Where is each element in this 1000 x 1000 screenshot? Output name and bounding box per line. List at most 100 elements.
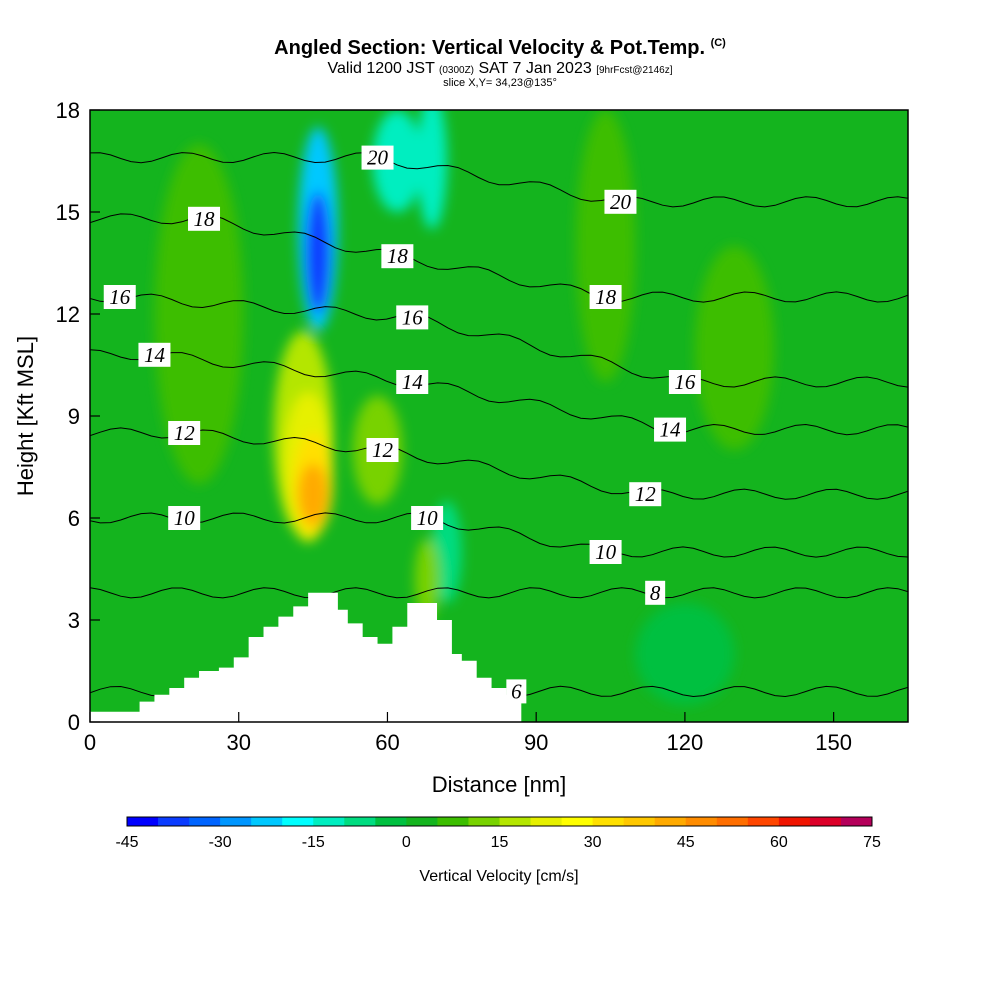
colorbar-tick-label: -15 [302,834,325,851]
colorbar-segment [313,817,345,826]
colorbar-segment [530,817,563,826]
colorbar-segment [716,817,749,826]
colorbar-segment [375,817,407,826]
contour-label-box [654,417,687,442]
velocity-cell [372,110,423,212]
valid-utc: (0300Z) [439,65,475,76]
contour-label: 10 [174,506,196,530]
contour-label-box [629,482,662,507]
contour-label: 10 [417,506,439,530]
y-tick-label: 18 [56,98,80,123]
colorbar-segment [282,817,314,826]
contour-line-8 [90,587,908,599]
velocity-cell [298,463,328,525]
velocity-cells [154,110,775,705]
colorbar-segment [251,817,283,826]
colorbar-segment [437,817,469,826]
y-tick-label: 3 [68,608,80,633]
contour-label-box [645,580,666,605]
colorbar-segment [220,817,252,826]
contour-line-20 [90,151,908,208]
colorbar-tick-label: -45 [115,834,138,851]
contour-labels: 6 8 10 10 10 12 12 12 14 14 14 16 16 16 18 18 18 20 20 [103,145,701,704]
colorbar-tick-label: -30 [209,834,232,851]
x-tick-label: 90 [524,730,548,755]
contour-line-12 [90,427,908,500]
contour-label: 8 [650,581,661,605]
contour-label: 16 [109,285,131,309]
x-tick-label: 120 [667,730,704,755]
colorbar-segment [158,817,190,826]
chart-subtitle-valid: Valid 1200 JST (0300Z) SAT 7 Jan 2023 [9… [327,60,673,77]
colorbar-segment [344,817,376,826]
colorbar-tick-label: 60 [770,834,788,851]
y-tick-label: 9 [68,404,80,429]
contour-line-10 [90,512,908,558]
contour-label-box [506,679,527,704]
colorbar-segment [685,817,718,826]
chart-subtitle-slice: slice X,Y= 34,23@135° [443,77,557,89]
velocity-cell [635,603,735,705]
velocity-cell [154,144,244,484]
contour-label-box [396,370,429,394]
colorbar-segment [127,817,159,826]
contour-line-14 [90,349,908,436]
contour-label: 12 [635,482,657,506]
x-tick-label: 60 [375,730,399,755]
velocity-cell [417,110,447,229]
colorbar-tick-label: 15 [491,834,509,851]
velocity-cell [694,246,775,450]
y-tick-label: 0 [68,710,80,735]
velocity-field [90,110,908,722]
contour-label-box [396,305,429,330]
colorbar-segment [499,817,532,826]
y-tick-label: 12 [56,302,80,327]
colorbar-segment [561,817,594,826]
contour-label-box [381,244,414,269]
axes: 0 30 60 90 120 150 0 3 6 9 12 15 18 [56,98,852,755]
contour-label-box [604,189,637,214]
contour-label-box [411,506,444,530]
contour-label-box [361,145,394,170]
colorbar-segment [840,817,873,826]
contour-label: 6 [511,679,522,703]
contour-label: 12 [372,438,394,462]
colorbar-tick-label: 45 [677,834,695,851]
velocity-cell [414,538,440,620]
contour-label-box [589,285,622,309]
y-axis-label: Height [Kft MSL] [13,336,38,496]
contour-label-box [589,540,622,564]
colorbar-segment [778,817,811,826]
velocity-cell [575,110,636,382]
colorbar-segment [189,817,221,826]
contour-label-box [103,285,136,309]
colorbar-segment [406,817,438,826]
contour-label-box [366,438,399,462]
forecast-info: [9hrFcst@2146z] [596,65,673,76]
contour-label-box [138,342,171,367]
x-tick-label: 0 [84,730,96,755]
velocity-cell [305,191,331,314]
contour-label: 18 [387,244,409,268]
colorbar-tick-label: 30 [584,834,602,851]
contour-label: 12 [174,421,196,445]
contour-label-box [668,370,701,394]
contour-label: 16 [674,370,696,394]
colorbar-tick-label: 75 [863,834,881,851]
contour-line-18 [90,213,908,303]
contour-label-box [168,506,201,530]
colorbar-segment [809,817,842,826]
colorbar: -45 -30 -15 0 15 30 45 60 75 [115,816,881,851]
y-tick-label: 15 [56,200,80,225]
colorbar-frame [126,816,873,827]
terrain-fill [90,592,522,722]
contour-label: 10 [595,540,617,564]
copyright-mark: (C) [710,37,726,49]
contour-label: 18 [595,285,617,309]
x-axis-label: Distance [nm] [432,772,567,797]
contour-label: 16 [402,305,424,329]
colorbar-segment [654,817,687,826]
contour-label-box [188,206,221,231]
colorbar-segment [592,817,625,826]
